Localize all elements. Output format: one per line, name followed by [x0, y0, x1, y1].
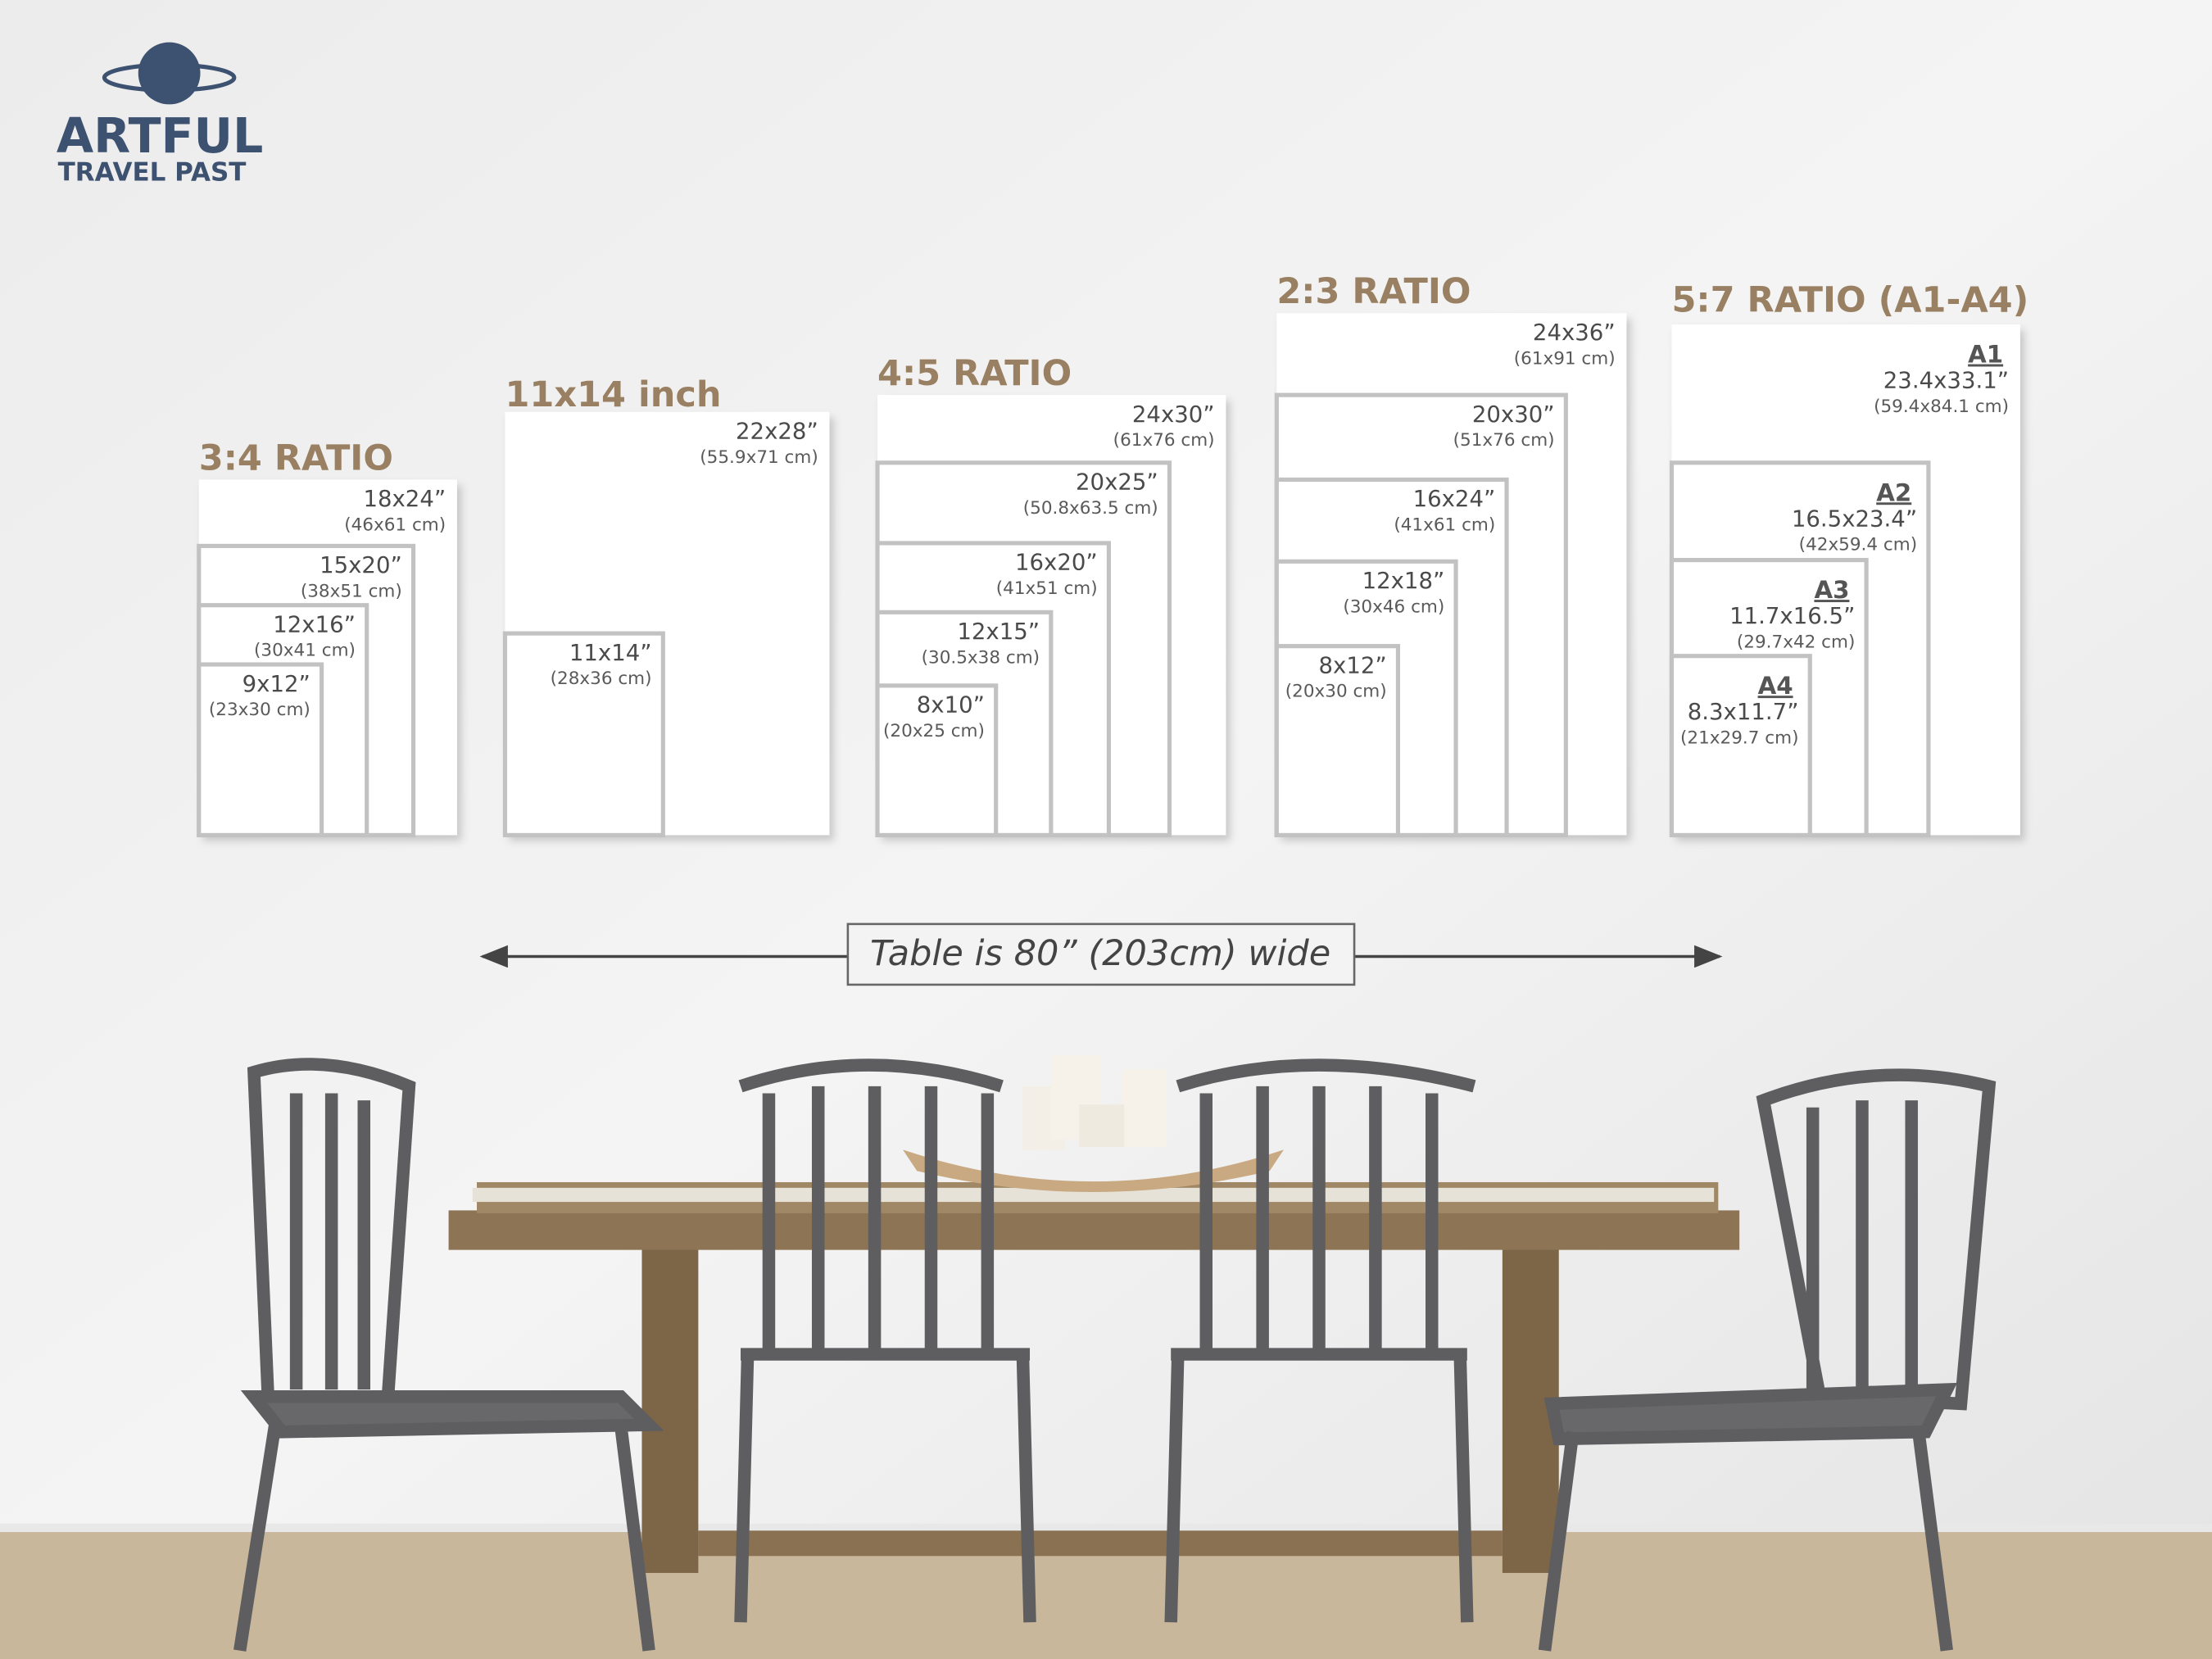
print-frame [197, 662, 324, 837]
paper-size: A4 [1758, 672, 1793, 700]
size-cm: (21x29.7 cm) [1680, 728, 1798, 748]
size-inches: 22x28” [736, 419, 818, 445]
size-cm: (42x59.4 cm) [1799, 535, 1917, 555]
size-inches: 9x12” [243, 671, 310, 697]
print-frame [875, 683, 999, 837]
candle [1121, 1069, 1167, 1147]
size-inches: 12x18” [1362, 568, 1445, 594]
bowl [903, 1149, 1284, 1193]
size-inches: 16.5x23.4” [1792, 505, 1917, 532]
chair [1164, 1058, 1476, 1623]
size-cm: (46x61 cm) [344, 514, 446, 535]
size-inches: 20x25” [1076, 469, 1158, 496]
print-frame [1274, 644, 1401, 837]
candle [1079, 1104, 1125, 1147]
table-top [448, 1210, 1740, 1250]
size-inches: 15x20” [320, 552, 402, 578]
size-cm: (23x30 cm) [209, 700, 310, 720]
size-inches: 12x16” [273, 611, 356, 637]
size-cm: (41x61 cm) [1394, 514, 1495, 535]
size-inches: 11x14” [569, 640, 652, 666]
size-inches: 24x36” [1533, 320, 1616, 346]
paper-size: A2 [1876, 478, 1911, 506]
chair [1538, 1382, 1958, 1652]
size-inches: 16x20” [1015, 550, 1098, 576]
size-cm: (61x91 cm) [1514, 348, 1616, 369]
group-title: 11x14 inch [505, 374, 721, 415]
size-cm: (30x41 cm) [254, 641, 356, 661]
size-cm: (38x51 cm) [301, 581, 402, 601]
paper-size: A1 [1968, 341, 2003, 369]
logo-tagline: TRAVEL PAST [58, 157, 247, 187]
chair [233, 1389, 664, 1652]
size-inches: 11.7x16.5” [1729, 603, 1855, 629]
size-cm: (55.9x71 cm) [700, 447, 818, 468]
size-cm: (20x30 cm) [1285, 682, 1387, 702]
logo-name: ARTFUL [57, 108, 263, 164]
chair [247, 1058, 416, 1403]
furniture [233, 1055, 1997, 1652]
globe-ring [102, 62, 237, 93]
size-cm: (28x36 cm) [551, 669, 652, 689]
size-inches: 8x12” [1319, 652, 1387, 678]
table-leg [641, 1248, 699, 1573]
size-inches: 18x24” [363, 486, 446, 512]
size-inches: 8.3x11.7” [1688, 699, 1799, 725]
size-inches: 23.4x33.1” [1883, 368, 2009, 394]
size-cm: (20x25 cm) [883, 721, 985, 741]
size-cm: (59.4x84.1 cm) [1874, 397, 2009, 417]
size-cm: (51x76 cm) [1453, 430, 1555, 451]
size-cm: (61x76 cm) [1113, 430, 1215, 451]
size-cm: (30.5x38 cm) [922, 647, 1040, 668]
table-runner [472, 1187, 1715, 1203]
size-cm: (29.7x42 cm) [1737, 632, 1855, 652]
table-width-note: Table is 80” (203cm) wide [870, 933, 1330, 974]
size-cm: (30x46 cm) [1343, 596, 1444, 617]
print-frame [1669, 654, 1812, 837]
size-inches: 12x15” [957, 619, 1040, 645]
chair [1756, 1068, 1997, 1411]
size-inches: 20x30” [1472, 401, 1555, 428]
baseboard [0, 1523, 2212, 1533]
table-stretcher [698, 1530, 1503, 1557]
size-inches: 8x10” [917, 692, 985, 718]
chair [734, 1058, 1036, 1623]
size-inches: 16x24” [1413, 486, 1496, 512]
size-guide: 3:4 RATIO 18x24”(46x61 cm) 15x20” (38x51 cm… [197, 271, 2028, 837]
group-title: 3:4 RATIO [199, 437, 393, 478]
logo: ARTFUL TRAVEL PAST [57, 42, 263, 187]
globe [138, 42, 201, 105]
print-frame [502, 631, 665, 837]
size-inches: 24x30” [1132, 401, 1215, 428]
note-box [846, 922, 1356, 986]
group-title: 2:3 RATIO [1276, 271, 1471, 312]
group-title: 5:7 RATIO (A1-A4) [1671, 280, 2028, 321]
size-cm: (50.8x63.5 cm) [1023, 498, 1158, 519]
paper-size: A3 [1814, 576, 1849, 604]
size-cm: (41x51 cm) [996, 578, 1098, 599]
group-title: 4:5 RATIO [877, 353, 1072, 394]
